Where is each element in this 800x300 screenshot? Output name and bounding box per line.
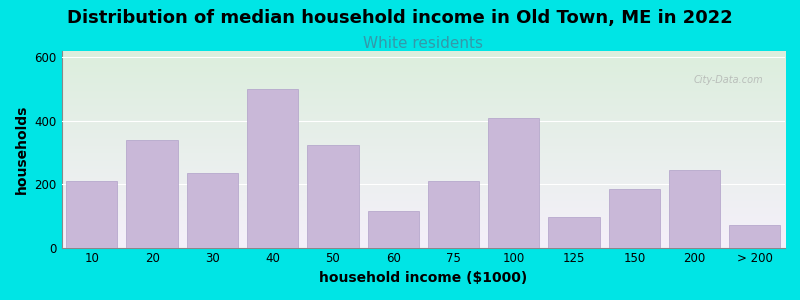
- X-axis label: household income ($1000): household income ($1000): [319, 271, 527, 285]
- Bar: [126, 140, 178, 248]
- Text: City-Data.com: City-Data.com: [694, 75, 763, 85]
- Title: White residents: White residents: [363, 36, 483, 51]
- Bar: [428, 181, 479, 248]
- Bar: [367, 211, 419, 248]
- Bar: [669, 170, 720, 248]
- Bar: [66, 181, 118, 248]
- Bar: [730, 225, 781, 248]
- Bar: [488, 118, 539, 248]
- Bar: [247, 89, 298, 248]
- Bar: [549, 218, 600, 248]
- Y-axis label: households: households: [15, 105, 29, 194]
- Bar: [609, 189, 660, 248]
- Bar: [307, 145, 358, 248]
- Text: Distribution of median household income in Old Town, ME in 2022: Distribution of median household income …: [67, 9, 733, 27]
- Bar: [186, 173, 238, 248]
